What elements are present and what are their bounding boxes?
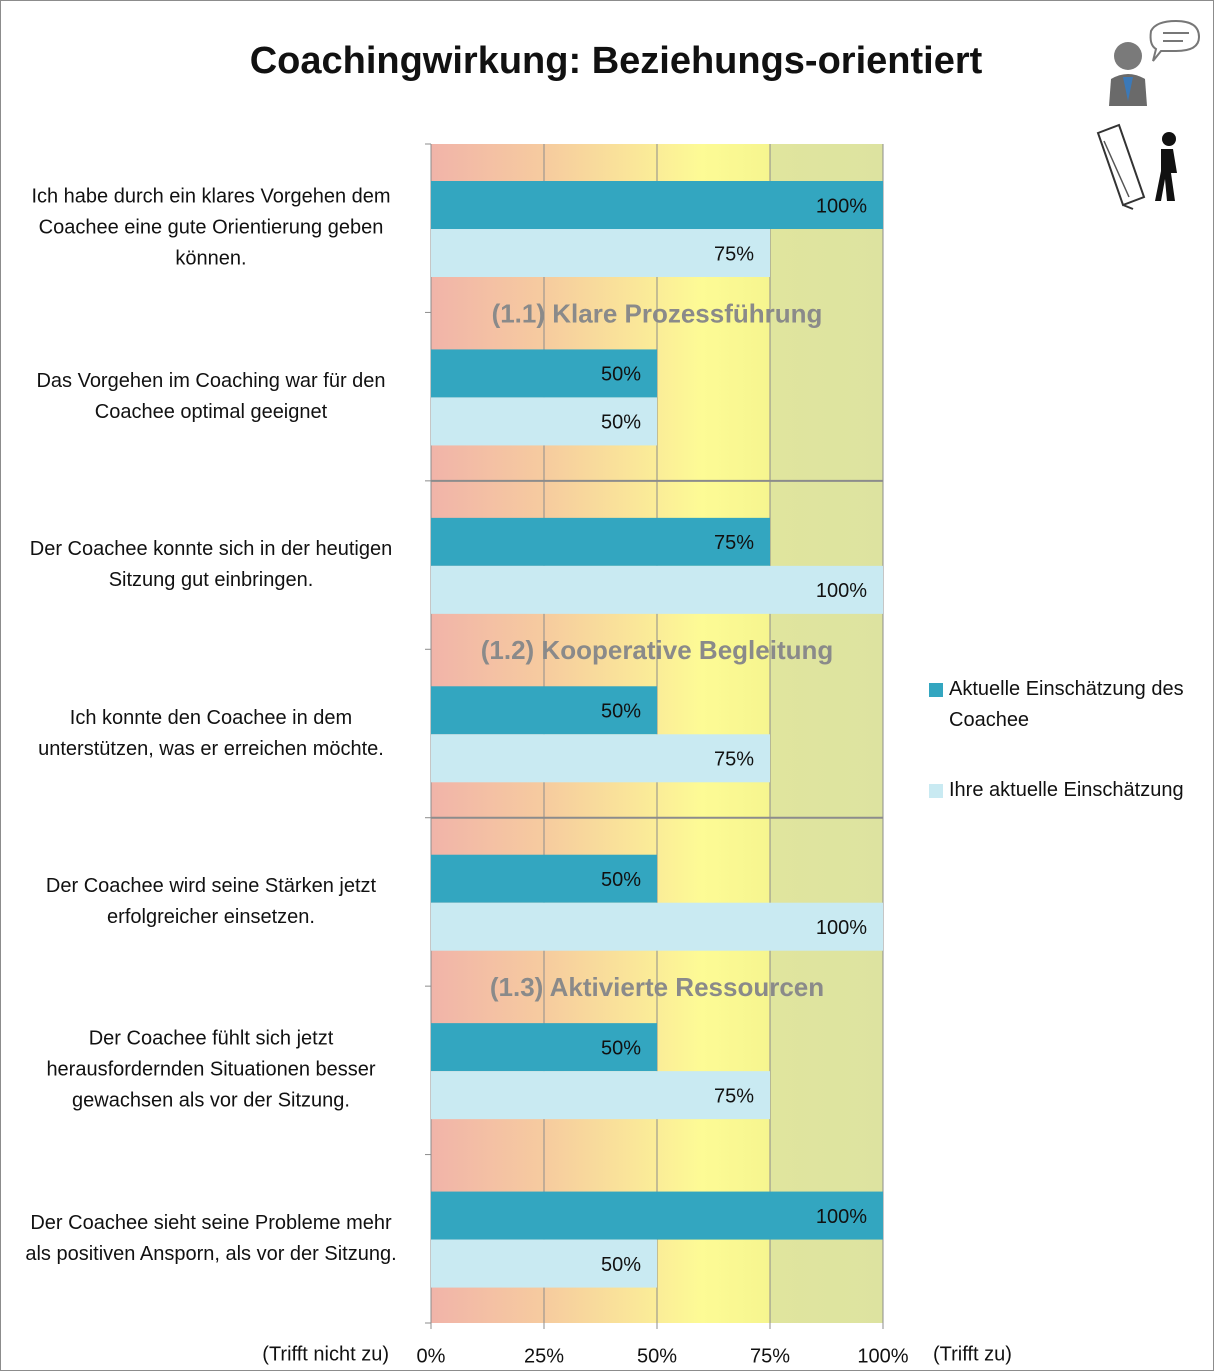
legend-label: Ihre aktuelle Einschätzung xyxy=(949,779,1184,801)
legend-item: Ihre aktuelle Einschätzung xyxy=(929,775,1199,806)
x-tick-label: 50% xyxy=(637,1345,677,1367)
value-label: 50% xyxy=(601,1037,641,1059)
x-tick-label: 25% xyxy=(524,1345,564,1367)
legend-swatch xyxy=(929,784,943,798)
value-label: 50% xyxy=(601,1254,641,1276)
legend-item: Aktuelle Einschätzung des Coachee xyxy=(929,674,1199,736)
icon-person xyxy=(1109,19,1201,106)
bar xyxy=(431,734,770,783)
category-label: Ich habe durch ein klares Vorgehen dem C… xyxy=(31,185,391,270)
bar xyxy=(431,1239,657,1288)
bar xyxy=(431,397,657,446)
bar xyxy=(431,1023,657,1072)
bar xyxy=(431,854,657,903)
bar xyxy=(431,686,657,735)
value-label: 100% xyxy=(816,580,867,602)
bar xyxy=(431,1071,770,1120)
category-label: Der Coachee sieht seine Probleme mehr al… xyxy=(25,1211,397,1265)
category-label: Der Coachee konnte sich in der heutigen … xyxy=(29,538,393,592)
x-axis-low-label: (Trifft nicht zu) xyxy=(262,1343,389,1365)
value-label: 50% xyxy=(601,412,641,434)
value-label: 100% xyxy=(816,1206,867,1228)
legend-swatch xyxy=(929,683,943,697)
value-label: 75% xyxy=(714,749,754,771)
category-label: Ich konnte den Coachee in dem unterstütz… xyxy=(38,706,384,760)
x-tick-label: 75% xyxy=(750,1345,790,1367)
chart-title: Coachingwirkung: Beziehungs-orientiert xyxy=(250,40,983,82)
icon-mirror xyxy=(1096,123,1177,210)
value-label: 100% xyxy=(816,195,867,217)
x-axis-high-label: (Trifft zu) xyxy=(933,1343,1012,1365)
x-tick-label: 0% xyxy=(417,1345,446,1367)
value-label: 50% xyxy=(601,364,641,386)
value-label: 100% xyxy=(816,917,867,939)
value-label: 75% xyxy=(714,243,754,265)
bar xyxy=(431,1191,883,1240)
bar xyxy=(431,349,657,398)
value-label: 75% xyxy=(714,1085,754,1107)
bar xyxy=(431,902,883,951)
value-label: 50% xyxy=(601,869,641,891)
value-label: 75% xyxy=(714,532,754,554)
section-annotation: (1.1) Klare Prozessführung xyxy=(492,298,823,328)
bar xyxy=(431,181,883,229)
value-label: 50% xyxy=(601,701,641,723)
category-label: Der Coachee fühlt sich jetzt herausforde… xyxy=(46,1027,376,1112)
bar xyxy=(431,565,883,614)
bar xyxy=(431,229,770,277)
section-annotation: (1.2) Kooperative Begleitung xyxy=(481,635,834,665)
x-tick-label: 100% xyxy=(857,1345,908,1367)
category-label: Der Coachee wird seine Stärken jetzt erf… xyxy=(45,874,377,928)
bar xyxy=(431,517,770,566)
legend-label: Aktuelle Einschätzung des Coachee xyxy=(949,678,1184,731)
section-annotation: (1.3) Aktivierte Ressourcen xyxy=(490,972,824,1002)
category-label: Das Vorgehen im Coaching war für den Coa… xyxy=(36,369,386,423)
